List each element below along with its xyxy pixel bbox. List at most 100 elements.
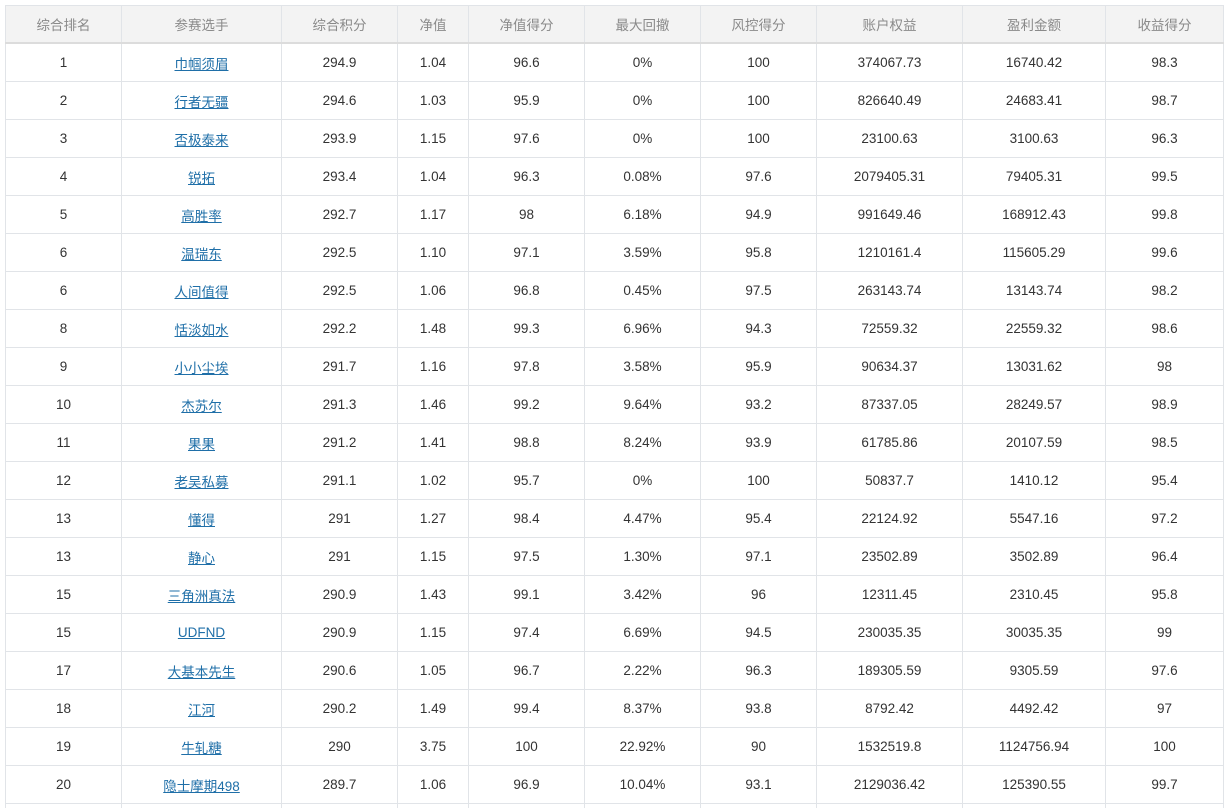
rank-cell: 18 — [5, 689, 122, 728]
return-score-cell: 96.3 — [1105, 119, 1224, 158]
player-cell: 小小尘埃 — [121, 347, 282, 386]
rank-cell: 6 — [5, 271, 122, 310]
max-drawdown-cell: 2.22% — [584, 651, 701, 690]
table-row: 4 锐拓 293.4 1.04 96.3 0.08% 97.6 2079405.31 79405… — [5, 157, 1224, 196]
player-name-link[interactable]: UDFND — [177, 625, 226, 640]
max-drawdown-cell: 3.58% — [584, 347, 701, 386]
net-value-cell: 1.16 — [397, 347, 469, 386]
net-value-cell: 1.05 — [397, 651, 469, 690]
net-value-cell: 1.06 — [397, 765, 469, 804]
risk-score-cell: 100 — [700, 461, 817, 500]
player-name-link[interactable]: 三角洲真法 — [167, 588, 236, 604]
max-drawdown-cell: 0.08% — [584, 157, 701, 196]
player-name-link[interactable]: 江河 — [188, 702, 215, 718]
player-name-link[interactable]: 老吴私募 — [174, 474, 229, 490]
net-value-score-cell: 96.3 — [468, 157, 585, 196]
total-score-cell: 291.1 — [281, 461, 398, 500]
table-row: 17 大基本先生 290.6 1.05 96.7 2.22% 96.3 189305.59 93… — [5, 651, 1224, 690]
net-value-cell: 1.48 — [397, 309, 469, 348]
max-drawdown-cell: 0% — [584, 461, 701, 500]
max-drawdown-cell: 8.37% — [584, 689, 701, 728]
player-name-link[interactable]: 温瑞东 — [181, 246, 222, 262]
total-score-cell: 292.7 — [281, 195, 398, 234]
net-value-score-cell: 100 — [468, 727, 585, 766]
player-cell: 牛轧糖 — [121, 727, 282, 766]
risk-score-cell: 100 — [700, 119, 817, 158]
player-name-link[interactable]: 大基本先生 — [167, 664, 236, 680]
risk-score-cell: 100 — [700, 81, 817, 120]
table-row: 19 牛轧糖 290 3.75 100 22.92% 90 1532519.8 1124756.… — [5, 727, 1224, 766]
table-cell — [816, 803, 963, 808]
player-cell: 静心 — [121, 537, 282, 576]
return-score-cell: 98.6 — [1105, 309, 1224, 348]
equity-cell: 1210161.4 — [816, 233, 963, 272]
profit-header: 盈利金额 — [962, 5, 1106, 44]
return-score-cell: 98.7 — [1105, 81, 1224, 120]
table-cell — [584, 803, 701, 808]
table-row: 11 果果 291.2 1.41 98.8 8.24% 93.9 61785.86 20107.… — [5, 423, 1224, 462]
player-name-link[interactable]: 锐拓 — [188, 170, 215, 186]
net-value-score-cell: 97.4 — [468, 613, 585, 652]
player-name-link[interactable]: 杰苏尔 — [181, 398, 222, 414]
total-score-cell: 290.9 — [281, 575, 398, 614]
player-name-link[interactable]: 静心 — [188, 550, 215, 566]
return-score-cell: 99.8 — [1105, 195, 1224, 234]
equity-cell: 22124.92 — [816, 499, 963, 538]
equity-cell: 263143.74 — [816, 271, 963, 310]
total-score-cell: 290.2 — [281, 689, 398, 728]
profit-cell: 13031.62 — [962, 347, 1106, 386]
net-value-cell: 1.04 — [397, 42, 469, 82]
player-cell: 温瑞东 — [121, 233, 282, 272]
player-name-link[interactable]: 隐士摩期498 — [163, 778, 240, 794]
max-drawdown-cell: 10.04% — [584, 765, 701, 804]
return-score-cell: 98.5 — [1105, 423, 1224, 462]
return-score-cell: 96.4 — [1105, 537, 1224, 576]
risk-score-cell: 90 — [700, 727, 817, 766]
equity-cell: 61785.86 — [816, 423, 963, 462]
return-score-cell: 100 — [1105, 727, 1224, 766]
net-value-cell: 1.27 — [397, 499, 469, 538]
player-name-link[interactable]: 小小尘埃 — [174, 360, 229, 376]
table-cell — [962, 803, 1106, 808]
player-name-link[interactable]: 高胜率 — [181, 208, 222, 224]
player-cell: UDFND — [121, 613, 282, 652]
table-row: 18 江河 290.2 1.49 99.4 8.37% 93.8 8792.42 4492.42… — [5, 689, 1224, 728]
player-name-link[interactable]: 否极泰来 — [174, 132, 229, 148]
player-cell: 三角洲真法 — [121, 575, 282, 614]
player-name-link[interactable]: 人间值得 — [174, 284, 229, 300]
rank-cell: 1 — [5, 42, 122, 82]
table-row: 5 高胜率 292.7 1.17 98 6.18% 94.9 991649.46 168912.… — [5, 195, 1224, 234]
player-name-link[interactable]: 懂得 — [188, 512, 215, 528]
net-value-score-cell: 97.1 — [468, 233, 585, 272]
player-name-link[interactable]: 巾帼须眉 — [174, 56, 229, 72]
profit-cell: 1410.12 — [962, 461, 1106, 500]
return-score-cell: 97.2 — [1105, 499, 1224, 538]
total-score-cell: 290 — [281, 727, 398, 766]
rank-cell: 15 — [5, 575, 122, 614]
rank-cell: 8 — [5, 309, 122, 348]
net-value-cell: 1.17 — [397, 195, 469, 234]
player-name-link[interactable]: 果果 — [188, 436, 215, 452]
net-value-cell: 1.02 — [397, 461, 469, 500]
net-value-score-cell: 99.2 — [468, 385, 585, 424]
net-value-score-cell: 99.4 — [468, 689, 585, 728]
table-header: 综合排名 参赛选手 综合积分 净值 净值得分 最大回撤 风控得分 账户权益 盈利金额 收益得分 — [5, 5, 1224, 44]
table-row: 6 人间值得 292.5 1.06 96.8 0.45% 97.5 263143.74 1314… — [5, 271, 1224, 310]
header-row: 综合排名 参赛选手 综合积分 净值 净值得分 最大回撤 风控得分 账户权益 盈利金额 收益得分 — [5, 5, 1224, 44]
table-row: 13 懂得 291 1.27 98.4 4.47% 95.4 22124.92 5547.16 9… — [5, 499, 1224, 538]
net-value-score-cell: 98.4 — [468, 499, 585, 538]
risk-score-cell: 94.3 — [700, 309, 817, 348]
player-name-link[interactable]: 恬淡如水 — [174, 322, 229, 338]
profit-cell: 115605.29 — [962, 233, 1106, 272]
max-drawdown-cell: 0.45% — [584, 271, 701, 310]
player-name-link[interactable]: 牛轧糖 — [181, 740, 222, 756]
risk-score-cell: 97.1 — [700, 537, 817, 576]
player-header: 参赛选手 — [121, 5, 282, 44]
table-cell — [121, 803, 282, 808]
table-row: 8 恬淡如水 292.2 1.48 99.3 6.96% 94.3 72559.32 22559… — [5, 309, 1224, 348]
player-name-link[interactable]: 行者无疆 — [174, 94, 229, 110]
net-value-cell: 1.15 — [397, 613, 469, 652]
table-cell — [468, 803, 585, 808]
rank-cell: 9 — [5, 347, 122, 386]
total-score-cell: 291.3 — [281, 385, 398, 424]
